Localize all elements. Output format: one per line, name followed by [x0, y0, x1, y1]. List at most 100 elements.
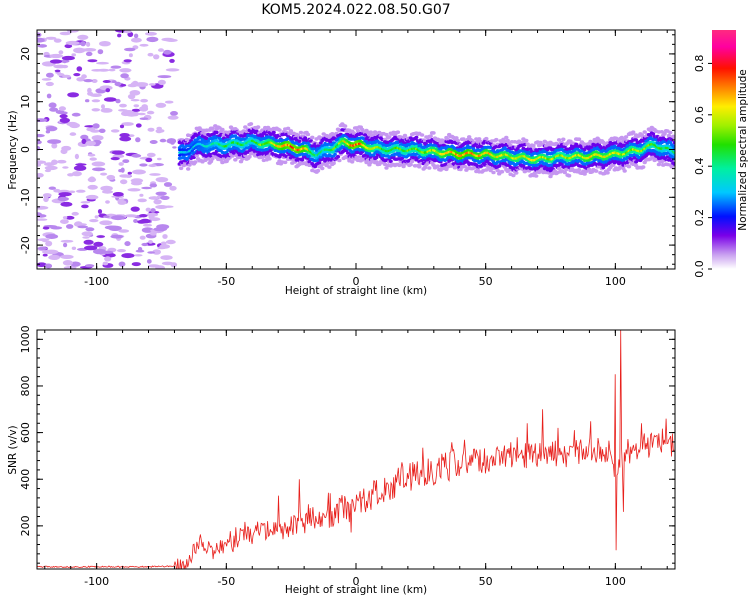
trace-cell: [277, 128, 282, 132]
noise-blob: [37, 173, 44, 178]
trace-cell: [622, 169, 627, 173]
trace-cell: [671, 134, 675, 139]
noise-blob: [120, 73, 129, 79]
trace-cell: [666, 133, 672, 138]
trace-cell: [564, 167, 569, 172]
noise-blob: [148, 212, 158, 217]
noise-blob: [98, 128, 106, 133]
noise-blob: [158, 48, 164, 52]
noise-blob: [62, 74, 71, 78]
noise-blob: [139, 193, 144, 197]
noise-blob: [89, 157, 97, 161]
x-tick-label: 100: [605, 275, 626, 288]
trace-cell: [556, 166, 562, 171]
x-tick-label: -100: [84, 275, 109, 288]
noise-blob: [89, 219, 99, 223]
noise-blob: [133, 254, 143, 257]
trace-cell: [422, 165, 428, 170]
trace-cell: [355, 128, 361, 133]
noise-blob: [124, 241, 131, 247]
snr-ylabel: SNR (v/v): [7, 425, 19, 474]
noise-blob: [53, 38, 62, 43]
x-tick-label: 50: [479, 575, 493, 588]
noise-blob: [91, 69, 103, 72]
noise-blob: [131, 153, 142, 158]
noise-blob: [91, 79, 98, 83]
trace-cell: [305, 132, 311, 137]
noise-blob: [133, 33, 139, 39]
noise-blob: [44, 263, 53, 269]
noise-blob: [119, 124, 125, 129]
noise-blob: [146, 259, 152, 264]
noise-blob: [41, 239, 48, 243]
noise-blob: [167, 115, 179, 120]
noise-blob: [165, 239, 176, 245]
noise-blob: [85, 51, 93, 57]
trace-cell: [384, 132, 389, 137]
noise-blob: [141, 242, 149, 247]
trace-cell: [582, 172, 587, 176]
trace-cell: [194, 153, 199, 158]
trace-cell: [671, 144, 675, 148]
noise-blob: [118, 169, 123, 173]
noise-blob: [61, 55, 75, 61]
trace-cell: [310, 135, 315, 140]
snr-xlabel: Height of straight line (km): [285, 584, 427, 596]
noise-blob: [127, 171, 132, 175]
noise-blob: [162, 234, 168, 239]
noise-blob: [81, 74, 87, 79]
noise-blob: [122, 159, 130, 164]
trace-cell: [668, 130, 673, 135]
noise-blob: [75, 163, 87, 166]
noise-blob: [139, 214, 148, 218]
y-tick-label: 20: [19, 47, 32, 61]
trace-cell: [400, 156, 405, 160]
noise-blob: [58, 106, 66, 111]
noise-blob: [53, 64, 67, 69]
snr-series-line: [37, 330, 675, 569]
trace-cell: [333, 152, 337, 156]
noise-blob: [163, 182, 173, 187]
noise-blob: [94, 215, 99, 219]
noise-blob: [62, 216, 68, 220]
trace-cell: [178, 166, 184, 171]
noise-blob: [155, 129, 165, 133]
noise-blob: [85, 140, 96, 146]
noise-blob: [45, 240, 53, 247]
noise-blob: [130, 206, 140, 212]
noise-blob: [128, 53, 133, 58]
trace-cell: [634, 138, 639, 142]
noise-blob: [91, 161, 106, 167]
noise-blob: [58, 50, 64, 55]
trace-cell: [467, 135, 472, 139]
trace-cell: [556, 138, 562, 142]
trace-cell: [431, 131, 436, 135]
noise-blob: [124, 47, 136, 52]
trace-cell: [395, 130, 401, 134]
noise-blob: [56, 159, 67, 164]
trace-cell: [327, 165, 332, 169]
noise-blob: [155, 205, 168, 209]
noise-blob: [87, 184, 98, 190]
noise-blob: [71, 112, 81, 117]
y-tick-label: 0: [19, 146, 32, 153]
spectrogram-xlabel: Height of straight line (km): [285, 285, 427, 297]
noise-blob: [159, 244, 171, 249]
noise-blob: [148, 83, 156, 86]
trace-cell: [662, 131, 667, 136]
noise-blob: [66, 121, 78, 127]
noise-blob: [37, 118, 48, 122]
trace-cell: [233, 134, 238, 138]
noise-blob: [60, 239, 74, 243]
noise-blob: [139, 43, 149, 47]
noise-blob: [37, 37, 45, 43]
noise-blob: [164, 100, 174, 104]
noise-blob: [45, 81, 54, 87]
noise-blob: [100, 172, 108, 176]
noise-blob: [119, 68, 132, 73]
trace-cell: [214, 130, 219, 135]
noise-blob: [49, 53, 64, 59]
noise-blob: [91, 99, 101, 103]
noise-blob: [63, 242, 68, 248]
noise-blob: [96, 235, 105, 238]
